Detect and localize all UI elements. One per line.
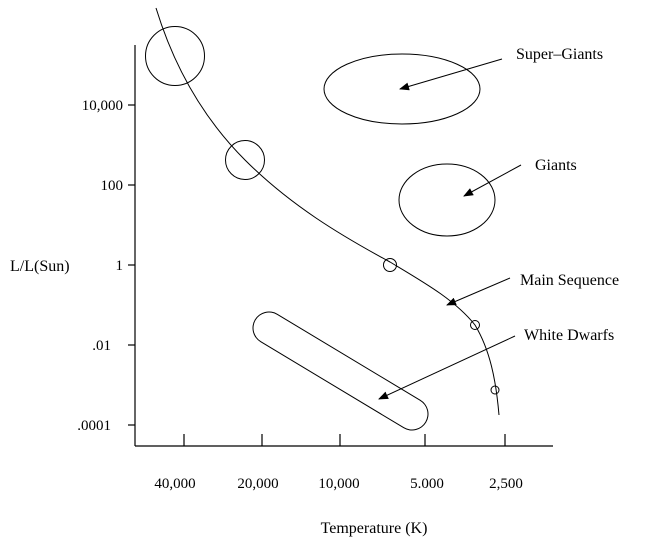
star-marker [225, 140, 265, 180]
star-marker [383, 258, 397, 272]
x-tick-label: 2,500 [489, 476, 523, 492]
star-marker [145, 26, 205, 86]
y-tick-label: .01 [92, 338, 111, 354]
star-marker [470, 320, 480, 330]
x-axis-title: Temperature (K) [321, 520, 428, 537]
main-sequence-label: Main Sequence [520, 272, 619, 289]
y-tick-label: 10,000 [82, 98, 123, 114]
x-tick-label: 5.000 [410, 476, 444, 492]
main-sequence-arrow [446, 277, 511, 306]
main-sequence-curve [155, 7, 500, 416]
star-marker [490, 385, 500, 395]
super-giants-arrow [399, 58, 503, 91]
giants-label: Giants [535, 157, 577, 174]
super-giants-region [323, 53, 481, 125]
x-tick-label: 20,000 [237, 476, 278, 492]
giants-region [398, 163, 496, 237]
x-tick-label: 10,000 [318, 476, 359, 492]
y-axis [128, 45, 136, 446]
y-tick-label: .0001 [77, 418, 111, 434]
giants-arrow [463, 164, 522, 197]
white-dwarfs-arrow [378, 335, 516, 400]
white-dwarfs-label: White Dwarfs [524, 327, 614, 344]
x-tick-label: 40,000 [154, 476, 195, 492]
x-tick-labels: 40,000 20,000 10,000 5.000 2,500 [154, 476, 523, 492]
y-axis-title: L/L(Sun) [10, 258, 70, 275]
super-giants-label: Super–Giants [516, 46, 603, 63]
y-tick-label: 100 [101, 178, 124, 194]
x-axis [135, 434, 553, 447]
y-tick-labels: 10,000 100 1 .01 .0001 [77, 98, 123, 434]
y-tick-label: 1 [116, 258, 124, 274]
